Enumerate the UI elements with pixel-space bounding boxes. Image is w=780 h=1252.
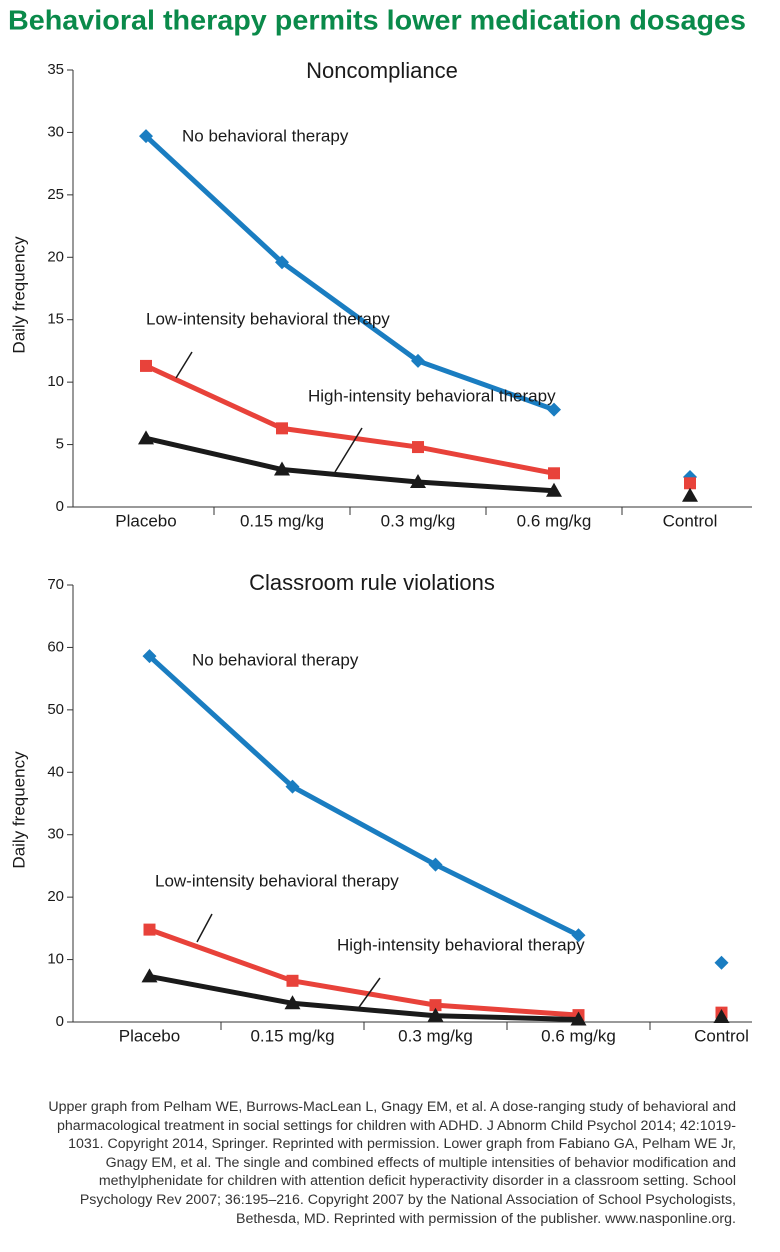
x-tick-label: 0.3 mg/kg xyxy=(398,1026,473,1045)
x-tick-label: 0.6 mg/kg xyxy=(541,1026,616,1045)
series-line xyxy=(144,134,555,412)
y-axis-label: Daily frequency xyxy=(9,236,28,354)
charts: Behavioral therapy permits lower medicat… xyxy=(8,4,752,1045)
marker xyxy=(285,779,300,794)
series-label: Low-intensity behavioral therapy xyxy=(146,309,390,328)
marker xyxy=(143,923,156,936)
chart-title: Noncompliance xyxy=(306,58,458,83)
marker xyxy=(427,1007,444,1022)
marker xyxy=(276,422,288,435)
marker xyxy=(284,995,301,1010)
marker xyxy=(428,857,443,872)
y-tick-label: 35 xyxy=(47,61,64,78)
marker xyxy=(139,129,153,144)
y-tick-label: 0 xyxy=(56,498,64,515)
x-tick-label: 0.15 mg/kg xyxy=(240,511,324,530)
y-tick-label: 30 xyxy=(47,123,64,140)
series-label: Low-intensity behavioral therapy xyxy=(155,871,399,890)
marker xyxy=(570,1011,587,1026)
y-tick-label: 25 xyxy=(47,186,64,203)
y-tick-label: 40 xyxy=(47,763,64,780)
marker xyxy=(547,402,561,417)
marker xyxy=(141,968,158,983)
series-label: No behavioral therapy xyxy=(182,126,349,145)
marker xyxy=(140,359,152,372)
marker xyxy=(138,430,154,445)
marker xyxy=(713,1009,730,1024)
series-line xyxy=(149,973,579,1023)
marker xyxy=(682,487,698,502)
label-leader xyxy=(356,977,381,1011)
marker xyxy=(274,461,290,476)
marker xyxy=(142,649,157,664)
page-title: Behavioral therapy permits lower medicat… xyxy=(8,4,746,35)
marker xyxy=(411,353,425,368)
y-tick-label: 5 xyxy=(56,436,64,453)
label-leader xyxy=(196,913,213,943)
y-tick-label: 60 xyxy=(47,638,64,655)
marker xyxy=(714,955,729,970)
y-tick-label: 20 xyxy=(47,888,64,905)
y-tick-label: 10 xyxy=(47,373,64,390)
series-line xyxy=(145,435,555,494)
series-label: High-intensity behavioral therapy xyxy=(337,935,585,954)
x-tick-label: 0.15 mg/kg xyxy=(250,1026,334,1045)
marker xyxy=(548,467,560,480)
marker xyxy=(286,974,299,987)
y-tick-label: 50 xyxy=(47,701,64,718)
source-caption: Upper graph from Pelham WE, Burrows-MacL… xyxy=(48,1099,736,1227)
x-tick-label: Placebo xyxy=(115,511,176,530)
y-tick-label: 10 xyxy=(47,951,64,968)
series-label: No behavioral therapy xyxy=(192,650,359,669)
y-tick-label: 15 xyxy=(47,311,64,328)
chart-title: Classroom rule violations xyxy=(249,570,495,595)
x-tick-label: 0.3 mg/kg xyxy=(381,511,456,530)
y-tick-label: 70 xyxy=(47,576,64,593)
series-line xyxy=(144,363,555,476)
x-tick-label: Placebo xyxy=(119,1026,180,1045)
y-tick-label: 30 xyxy=(47,826,64,843)
y-tick-label: 20 xyxy=(47,248,64,265)
series-line xyxy=(147,654,580,938)
label-leader xyxy=(334,427,363,473)
y-tick-label: 0 xyxy=(56,1013,64,1030)
y-axis-label: Daily frequency xyxy=(9,751,28,869)
x-tick-label: Control xyxy=(694,1026,749,1045)
series-label: High-intensity behavioral therapy xyxy=(308,386,556,405)
marker xyxy=(429,999,442,1012)
x-tick-label: 0.6 mg/kg xyxy=(517,511,592,530)
marker xyxy=(684,477,696,490)
marker xyxy=(571,928,586,943)
series-line xyxy=(148,927,579,1018)
label-leader xyxy=(175,351,193,379)
marker xyxy=(412,441,424,454)
marker xyxy=(275,255,289,270)
x-tick-label: Control xyxy=(663,511,718,530)
marker xyxy=(410,474,426,489)
marker xyxy=(546,482,562,497)
